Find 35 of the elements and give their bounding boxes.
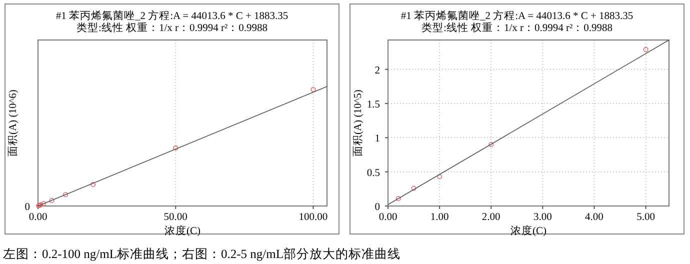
x-tick-label: 0.00 <box>378 212 398 223</box>
point <box>173 146 178 151</box>
x-tick-label: 1.00 <box>430 212 449 223</box>
chart-title: #1 苯丙烯氟菌唑_2 方程:A = 44013.6 * C + 1883.35 <box>56 9 288 22</box>
point <box>310 87 316 92</box>
chart-title: #1 苯丙烯氟菌唑_2 方程:A = 44013.6 * C + 1883.35 <box>400 9 634 22</box>
x-tick-label: 50.00 <box>164 212 188 223</box>
y-tick-label: 1.5 <box>366 100 380 111</box>
point <box>49 198 54 204</box>
point <box>643 47 648 52</box>
y-tick-label: 1 <box>374 134 380 145</box>
text: 左图：0.2-100 ng/mL标准曲线；右图：0.2-5 ng/mL部分放大的标准曲线 <box>3 247 400 261</box>
point <box>396 196 401 201</box>
point <box>411 186 416 191</box>
point <box>437 174 442 180</box>
x-tick-label: 100.00 <box>298 212 328 223</box>
chart-subtitle: 类型:线性 权重：1/x r：0.9994 r²：0.9988 <box>76 21 268 34</box>
x-tick-label: 2.00 <box>482 212 500 223</box>
x-tick-label: 0.00 <box>28 212 48 223</box>
annotation: 0 <box>24 202 30 213</box>
x-axis-title: 浓度(C) <box>510 224 547 237</box>
point <box>63 192 68 198</box>
point <box>488 142 494 148</box>
y-tick-label: 0 <box>374 202 380 213</box>
x-tick-label: 5.00 <box>636 212 655 223</box>
y-tick-label: 0.5 <box>366 168 380 179</box>
x-axis-title: 浓度(C) <box>164 224 201 237</box>
y-tick-label: 2 <box>374 65 380 76</box>
point <box>90 182 96 187</box>
y-axis-title: 面积(A) (10^6) <box>7 89 19 156</box>
x-tick-label: 4.00 <box>585 212 604 223</box>
x-tick-label: 3.00 <box>533 212 552 223</box>
point <box>40 201 46 206</box>
y-axis-title: 面积(A) (10^5) <box>352 89 364 156</box>
chart-subtitle: 类型:线性 权重：1/x r：0.9994 r²：0.9988 <box>421 21 613 34</box>
